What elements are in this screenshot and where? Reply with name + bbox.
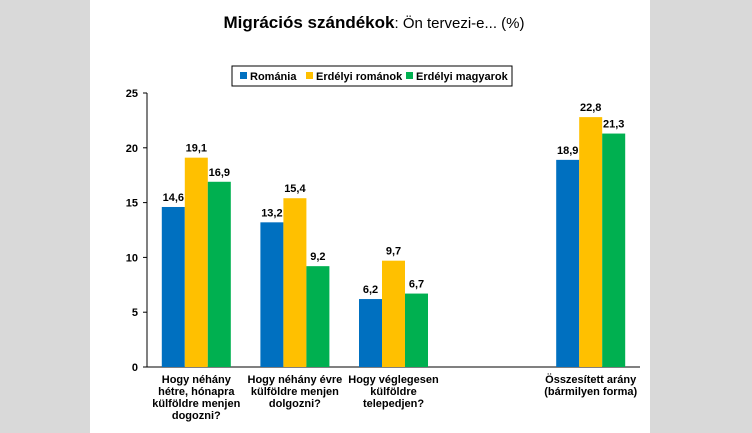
category-label: Összesített arány (bármilyen forma) xyxy=(544,373,637,398)
bar xyxy=(161,206,185,367)
chart-title-line: Migrációs szándékok: Ön tervezi-e... (%) xyxy=(223,13,524,32)
y-tick-label: 10 xyxy=(126,252,138,264)
y-tick-label: 0 xyxy=(132,362,138,374)
data-label: 16,9 xyxy=(209,167,230,179)
legend-swatch xyxy=(240,72,247,79)
category-label-line: dogozni? xyxy=(172,410,221,422)
legend-label: Románia xyxy=(250,71,297,83)
category-label-line: telepedjen? xyxy=(363,398,424,410)
y-tick-label: 20 xyxy=(126,143,138,155)
data-label: 9,2 xyxy=(310,251,325,263)
chart-title: Migrációs szándékok xyxy=(223,13,395,32)
category-label-line: dolgozni? xyxy=(269,398,321,410)
data-label: 6,2 xyxy=(363,284,378,296)
data-label: 19,1 xyxy=(186,143,207,155)
bar xyxy=(405,293,428,367)
category-label-line: hétre, hónapra xyxy=(158,386,235,398)
category-label: Hogy néhány évre külföldre menjen dolgozni… xyxy=(248,374,343,410)
category-label-line: Hogy véglegesen xyxy=(348,374,439,386)
category-labels: Hogy néhány hétre, hónapra külföldre menje… xyxy=(152,373,637,422)
data-label: 9,7 xyxy=(386,246,401,258)
bar xyxy=(207,181,231,367)
legend: Románia Erdélyi románok Erdélyi magyarok xyxy=(231,65,513,87)
bar xyxy=(260,222,284,367)
bar xyxy=(602,133,626,367)
legend-swatch xyxy=(306,72,313,79)
data-label: 13,2 xyxy=(261,207,282,219)
legend-box xyxy=(231,65,513,87)
category-label-line: Hogy néhány xyxy=(162,374,232,386)
category-label-line: (bármilyen forma) xyxy=(544,386,637,398)
data-label: 22,8 xyxy=(580,102,601,114)
legend-label: Erdélyi magyarok xyxy=(416,71,509,83)
category-label: Hogy néhány hétre, hónapra külföldre menje… xyxy=(152,374,240,422)
legend-swatch xyxy=(406,72,413,79)
bars: 14,6 19,116,9 13,215,4 9,2 6,2 9,7 6,7 18,9 22,8… xyxy=(161,102,626,367)
category-label-line: Összesített arány xyxy=(545,373,637,386)
y-tick-label: 15 xyxy=(126,198,138,210)
bar xyxy=(556,159,580,367)
y-tick-label: 25 xyxy=(126,88,138,100)
category-label-line: külföldre xyxy=(370,386,416,398)
chart-subtitle: : Ön tervezi-e... (%) xyxy=(394,14,524,32)
y-tick-label: 5 xyxy=(132,307,138,319)
bar xyxy=(184,157,208,367)
bar xyxy=(382,260,405,367)
bar xyxy=(579,117,603,367)
data-label: 15,4 xyxy=(284,183,306,195)
data-label: 18,9 xyxy=(557,145,578,157)
legend-label: Erdélyi románok xyxy=(316,71,403,83)
bar xyxy=(283,198,307,367)
data-label: 21,3 xyxy=(603,119,624,131)
category-label: Hogy véglegesen külföldre telepedjen? xyxy=(348,374,439,410)
category-label-line: Hogy néhány évre xyxy=(248,374,343,386)
category-label-line: külföldre menjen xyxy=(251,386,339,398)
bar xyxy=(359,299,382,367)
data-label: 6,7 xyxy=(409,279,424,291)
data-label: 14,6 xyxy=(163,192,184,204)
category-label-line: külföldre menjen xyxy=(152,398,240,410)
bar xyxy=(306,266,330,367)
